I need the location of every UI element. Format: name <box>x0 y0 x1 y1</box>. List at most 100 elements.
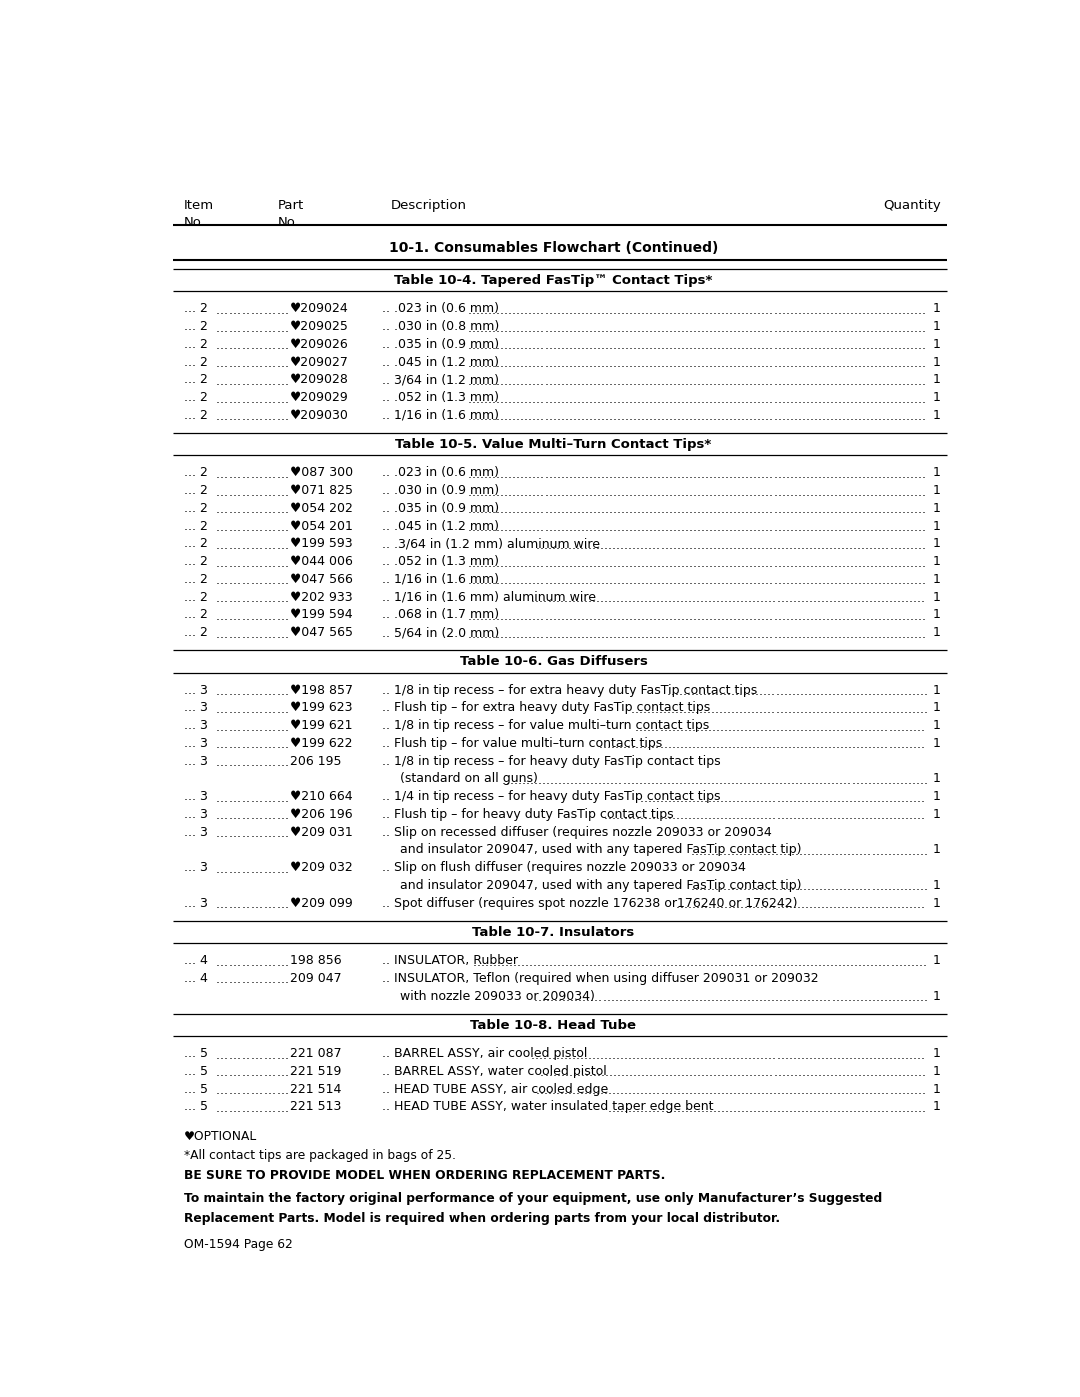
Text: .: . <box>922 303 926 317</box>
Text: .: . <box>697 411 701 423</box>
Text: .: . <box>689 393 692 405</box>
Text: .: . <box>816 1049 821 1062</box>
Text: .: . <box>757 1084 760 1097</box>
Text: .: . <box>750 393 753 405</box>
Text: .: . <box>602 774 606 787</box>
Text: .: . <box>700 809 704 823</box>
Text: .: . <box>640 610 645 623</box>
Text: .: . <box>652 556 657 570</box>
Text: .: . <box>713 556 717 570</box>
Text: .: . <box>873 1084 877 1097</box>
Text: .: . <box>633 503 636 517</box>
Text: .: . <box>725 556 729 570</box>
Text: .: . <box>673 521 677 534</box>
Text: .: . <box>708 539 713 552</box>
Text: ♥209 032: ♥209 032 <box>289 861 352 875</box>
Text: .: . <box>528 303 532 317</box>
Text: .: . <box>255 974 258 986</box>
Text: .: . <box>701 521 705 534</box>
Text: .: . <box>472 374 476 388</box>
Text: .: . <box>228 827 232 840</box>
Text: .: . <box>663 1049 667 1062</box>
Text: .: . <box>838 956 842 968</box>
Text: .: . <box>228 627 232 641</box>
Text: .: . <box>852 792 856 805</box>
Text: .: . <box>753 539 756 552</box>
Text: .: . <box>918 956 922 968</box>
Text: .: . <box>656 1049 660 1062</box>
Text: .: . <box>704 1049 707 1062</box>
Text: .: . <box>827 880 831 894</box>
Text: .: . <box>850 303 853 317</box>
Text: .: . <box>532 411 536 423</box>
Text: .: . <box>720 539 725 552</box>
Text: .: . <box>654 774 659 787</box>
Text: .: . <box>224 862 228 876</box>
Text: .: . <box>703 721 707 733</box>
Text: .: . <box>667 592 672 605</box>
Text: .: . <box>264 1049 267 1062</box>
Text: .: . <box>608 556 612 570</box>
Text: .: . <box>874 358 878 370</box>
Text: .: . <box>874 486 878 499</box>
Text: .: . <box>285 739 289 752</box>
Text: .: . <box>589 1066 592 1080</box>
Text: .: . <box>496 574 500 587</box>
Text: .: . <box>238 358 241 370</box>
Text: .: . <box>677 321 680 334</box>
Text: .: . <box>778 486 781 499</box>
Text: .: . <box>865 521 869 534</box>
Text: .: . <box>659 774 662 787</box>
Text: .: . <box>524 303 528 317</box>
Text: .: . <box>839 774 843 787</box>
Text: .: . <box>617 556 620 570</box>
Text: .: . <box>516 303 519 317</box>
Text: .: . <box>704 1084 708 1097</box>
Text: .: . <box>592 1066 596 1080</box>
Text: .: . <box>276 339 281 352</box>
Text: .: . <box>268 556 271 570</box>
Text: .: . <box>531 1049 535 1062</box>
Text: .: . <box>255 358 258 370</box>
Text: .: . <box>664 521 669 534</box>
Text: .: . <box>785 539 788 552</box>
Text: .: . <box>853 303 858 317</box>
Text: .: . <box>597 956 600 968</box>
Text: .. .052 in (1.3 mm): .. .052 in (1.3 mm) <box>382 391 499 404</box>
Text: .: . <box>837 627 841 641</box>
Text: .: . <box>841 521 846 534</box>
Text: .: . <box>504 358 508 370</box>
Text: .: . <box>700 721 703 733</box>
Text: .: . <box>595 1049 599 1062</box>
Text: .: . <box>664 574 669 587</box>
Text: .: . <box>671 739 675 752</box>
Text: .: . <box>276 503 281 517</box>
Text: .: . <box>691 685 694 698</box>
Text: .: . <box>645 339 649 352</box>
Text: .: . <box>505 774 510 787</box>
Text: .: . <box>873 809 877 823</box>
Text: .: . <box>608 521 612 534</box>
Text: .: . <box>255 721 258 733</box>
Text: .: . <box>238 574 241 587</box>
Text: .: . <box>780 592 784 605</box>
Text: .: . <box>901 592 905 605</box>
Text: .: . <box>484 468 488 481</box>
Text: .: . <box>488 374 491 388</box>
Text: .: . <box>907 774 912 787</box>
Text: .: . <box>589 411 592 423</box>
Text: .: . <box>671 721 675 733</box>
Text: .: . <box>500 358 504 370</box>
Text: .: . <box>816 792 821 805</box>
Text: .: . <box>862 486 865 499</box>
Text: .: . <box>755 774 759 787</box>
Text: .: . <box>215 703 219 715</box>
Text: .: . <box>773 486 778 499</box>
Text: .: . <box>822 393 825 405</box>
Text: .: . <box>666 774 671 787</box>
Text: .: . <box>786 880 791 894</box>
Text: Item: Item <box>184 198 214 212</box>
Text: .: . <box>773 556 778 570</box>
Text: .: . <box>715 845 718 858</box>
Text: .: . <box>853 339 858 352</box>
